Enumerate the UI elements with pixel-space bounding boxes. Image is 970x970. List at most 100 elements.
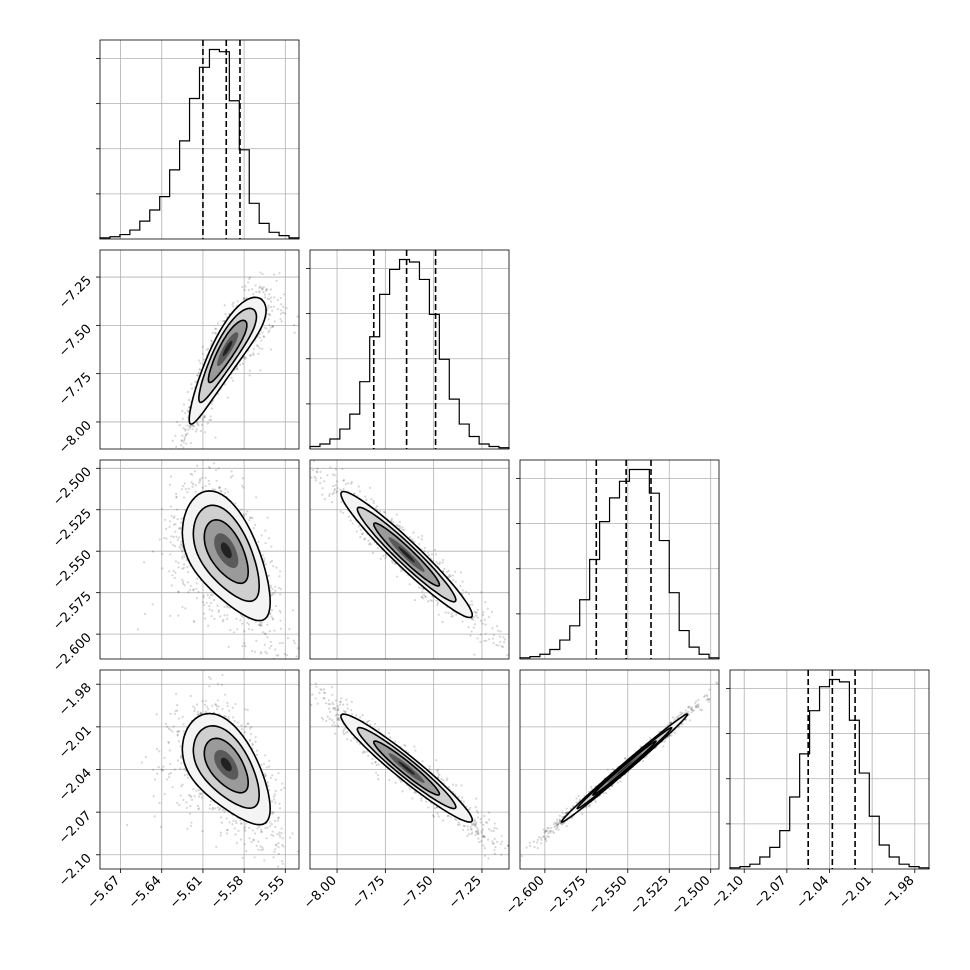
- scatter-point: [262, 291, 265, 294]
- scatter-point: [271, 811, 274, 814]
- scatter-point: [226, 614, 229, 617]
- scatter-point: [185, 801, 188, 804]
- scatter-point: [263, 772, 267, 775]
- scatter-point: [266, 636, 269, 639]
- scatter-point: [182, 496, 186, 499]
- scatter-point: [195, 596, 199, 600]
- scatter-point: [235, 367, 239, 370]
- scatter-point: [491, 842, 494, 845]
- scatter-point: [151, 550, 155, 553]
- scatter-point: [475, 830, 478, 833]
- scatter-point: [248, 826, 251, 830]
- scatter-point: [469, 634, 472, 637]
- scatter-point: [486, 607, 489, 610]
- scatter-point: [193, 425, 196, 428]
- scatter-point: [476, 816, 480, 819]
- scatter-point: [184, 428, 187, 431]
- scatter-point: [265, 837, 268, 840]
- scatter-point: [282, 722, 284, 724]
- scatter-point: [174, 709, 177, 713]
- scatter-point: [240, 822, 243, 825]
- scatter-point: [165, 537, 168, 540]
- density-contour-1-0: [181, 490, 272, 622]
- scatter-point: [384, 557, 387, 560]
- scatter-point: [216, 699, 220, 702]
- scatter-point: [297, 443, 299, 445]
- scatter-point: [446, 777, 449, 780]
- scatter-point: [488, 818, 491, 821]
- scatter-point: [169, 520, 172, 523]
- scatter-point: [236, 721, 239, 724]
- scatter-point: [479, 821, 482, 824]
- scatter-point: [202, 603, 206, 606]
- scatter-point: [172, 569, 175, 572]
- scatter-point: [441, 620, 444, 623]
- scatter-point: [190, 798, 194, 801]
- scatter-point: [188, 812, 192, 815]
- scatter-point: [240, 724, 243, 727]
- scatter-point: [476, 832, 479, 835]
- scatter-point: [143, 612, 147, 616]
- scatter-point: [487, 638, 491, 641]
- scatter-point: [246, 708, 249, 712]
- scatter-point: [264, 774, 267, 777]
- scatter-point: [395, 513, 398, 516]
- scatter-point: [255, 844, 258, 847]
- scatter-point: [216, 806, 220, 809]
- panel-content-2: [297, 443, 514, 660]
- scatter-point: [204, 476, 207, 479]
- scatter-point: [151, 523, 153, 525]
- scatter-panel-0-1: [99, 249, 300, 525]
- scatter-point: [467, 625, 470, 629]
- scatter-point: [477, 831, 480, 835]
- scatter-point: [283, 293, 286, 296]
- scatter-point: [264, 289, 268, 292]
- scatter-point: [186, 776, 189, 779]
- scatter-point: [202, 417, 205, 420]
- scatter-point: [244, 825, 247, 828]
- scatter-point: [401, 525, 404, 529]
- scatter-point: [441, 561, 444, 564]
- scatter-point: [246, 722, 249, 725]
- scatter-point: [488, 828, 491, 831]
- scatter-point: [202, 594, 205, 597]
- scatter-point: [177, 455, 179, 457]
- scatter-point: [185, 806, 189, 810]
- scatter-point: [512, 658, 514, 660]
- scatter-point: [372, 499, 375, 503]
- scatter-point: [211, 806, 215, 810]
- scatter-point: [177, 717, 180, 720]
- scatter-point: [274, 778, 277, 781]
- scatter-point: [215, 708, 219, 711]
- scatter-point: [171, 730, 174, 733]
- scatter-point: [259, 652, 262, 655]
- scatter-point: [222, 618, 225, 622]
- scatter-point: [274, 789, 277, 793]
- scatter-point: [240, 508, 243, 511]
- scatter-point: [259, 624, 262, 627]
- scatter-point: [207, 465, 211, 469]
- scatter-point: [183, 773, 187, 776]
- scatter-point: [214, 436, 217, 439]
- scatter-point: [271, 592, 274, 595]
- scatter-point: [240, 822, 243, 825]
- histogram-steps-3: [729, 678, 930, 869]
- scatter-point: [328, 492, 331, 496]
- scatter-point: [272, 811, 275, 814]
- scatter-point: [275, 844, 278, 847]
- scatter-point: [272, 856, 275, 859]
- scatter-point: [336, 487, 339, 490]
- scatter-point: [165, 463, 167, 465]
- scatter-point: [435, 806, 439, 809]
- scatter-point: [306, 860, 308, 862]
- scatter-point: [219, 489, 222, 492]
- scatter-point: [266, 623, 269, 626]
- scatter-point: [248, 739, 251, 742]
- scatter-point: [216, 682, 220, 685]
- scatter-point: [275, 843, 278, 846]
- scatter-point: [166, 496, 168, 498]
- scatter-point: [278, 272, 281, 275]
- scatter-point: [267, 331, 270, 334]
- scatter-point: [178, 545, 181, 548]
- scatter-point: [476, 616, 479, 619]
